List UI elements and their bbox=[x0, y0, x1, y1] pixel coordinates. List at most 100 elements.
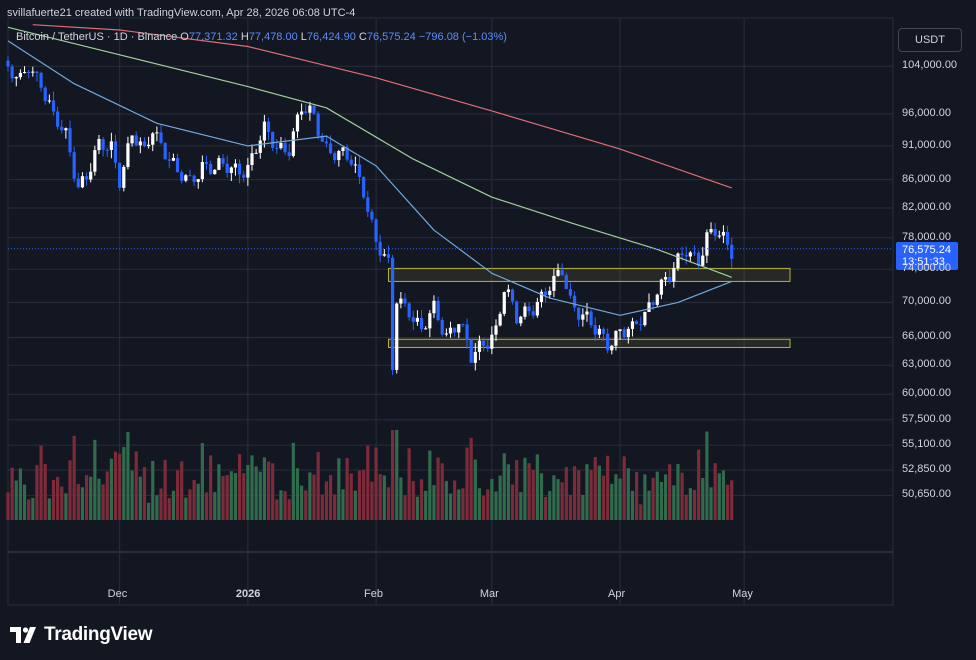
candle bbox=[10, 66, 14, 79]
candle bbox=[353, 164, 357, 166]
volume-bar bbox=[242, 473, 246, 520]
volume-bar bbox=[171, 490, 176, 520]
volume-bar bbox=[35, 465, 39, 520]
volume-bar bbox=[473, 459, 477, 520]
candle bbox=[22, 72, 27, 74]
low-value: 76,424.90 bbox=[306, 31, 356, 43]
volume-bar bbox=[453, 480, 457, 520]
candle bbox=[204, 162, 209, 164]
volume-bar bbox=[544, 496, 548, 520]
volume-bar bbox=[639, 504, 643, 520]
volume-bar bbox=[304, 490, 308, 520]
candle bbox=[229, 167, 233, 173]
volume-bar bbox=[291, 442, 295, 520]
volume-bar bbox=[308, 472, 312, 520]
volume-bar bbox=[481, 495, 486, 520]
candle bbox=[701, 255, 705, 266]
candle bbox=[47, 100, 51, 102]
candle bbox=[676, 253, 680, 268]
candle bbox=[258, 140, 262, 153]
range-box bbox=[387, 338, 791, 348]
candle bbox=[535, 302, 539, 316]
volume-bar bbox=[22, 484, 27, 520]
candle bbox=[118, 162, 122, 188]
candle bbox=[43, 87, 47, 101]
candle bbox=[403, 298, 407, 304]
volume-bar bbox=[217, 464, 221, 520]
candle bbox=[643, 311, 647, 326]
volume-bar bbox=[200, 443, 204, 520]
volume-bar bbox=[713, 463, 717, 520]
candle bbox=[242, 174, 246, 178]
candle bbox=[217, 158, 221, 170]
volume-bar bbox=[6, 492, 10, 520]
candle bbox=[105, 149, 109, 151]
candle bbox=[221, 158, 225, 164]
candle bbox=[304, 111, 308, 113]
volume-bar bbox=[221, 476, 225, 520]
candle bbox=[589, 311, 593, 326]
candle bbox=[498, 313, 502, 326]
range-box bbox=[387, 267, 791, 282]
volume-bar bbox=[411, 481, 415, 520]
x-tick-label: May bbox=[732, 588, 753, 600]
volume-bar bbox=[498, 475, 502, 520]
candle bbox=[684, 255, 688, 257]
volume-bar bbox=[337, 458, 341, 520]
volume-bar bbox=[258, 471, 262, 520]
high-label: H bbox=[240, 31, 249, 43]
volume-bar bbox=[147, 502, 151, 520]
volume-bar bbox=[593, 457, 597, 520]
volume-bar bbox=[295, 468, 300, 520]
candle bbox=[668, 277, 672, 282]
x-tick-label: Apr bbox=[608, 588, 626, 600]
y-tick-label: 60,000.00 bbox=[902, 387, 951, 400]
candle bbox=[295, 114, 300, 132]
x-tick-label: Dec bbox=[107, 588, 128, 600]
volume-bar bbox=[225, 475, 229, 520]
volume-bar bbox=[403, 495, 407, 520]
volume-bar bbox=[399, 477, 403, 520]
candle bbox=[572, 295, 577, 308]
candle bbox=[560, 270, 564, 276]
candle bbox=[370, 211, 374, 220]
volume-bar bbox=[362, 469, 366, 520]
volume-bar bbox=[386, 487, 391, 520]
candle bbox=[548, 290, 552, 295]
candle bbox=[51, 100, 56, 112]
volume-bar bbox=[477, 488, 482, 520]
volume-bar bbox=[419, 479, 424, 520]
candle bbox=[35, 71, 39, 73]
y-tick-label: 50,650.00 bbox=[902, 488, 951, 501]
currency-button[interactable]: USDT bbox=[898, 28, 962, 52]
candle bbox=[630, 321, 635, 329]
candle bbox=[564, 275, 568, 290]
candle bbox=[415, 317, 420, 322]
candle bbox=[196, 179, 200, 182]
candle bbox=[634, 321, 639, 325]
candle bbox=[31, 71, 35, 73]
volume-bar bbox=[151, 460, 155, 520]
volume-bar bbox=[316, 451, 320, 520]
volume-bar bbox=[647, 490, 651, 520]
candle bbox=[457, 324, 461, 333]
candle bbox=[262, 121, 267, 141]
logo-text: TradingView bbox=[44, 624, 153, 645]
candle bbox=[610, 345, 614, 351]
candle bbox=[341, 147, 345, 152]
volume-bar bbox=[97, 478, 101, 520]
candle bbox=[184, 175, 188, 181]
volume-bar bbox=[142, 467, 147, 520]
volume-bar bbox=[622, 456, 626, 520]
tradingview-logo[interactable]: TradingView bbox=[10, 624, 153, 646]
volume-bar bbox=[676, 464, 680, 520]
candle bbox=[391, 257, 395, 370]
volume-bar bbox=[709, 487, 713, 520]
x-tick-label: Mar bbox=[479, 588, 499, 600]
volume-bar bbox=[237, 454, 242, 520]
volume-bar bbox=[572, 466, 577, 520]
candle bbox=[213, 169, 217, 175]
volume-bar bbox=[320, 494, 324, 520]
